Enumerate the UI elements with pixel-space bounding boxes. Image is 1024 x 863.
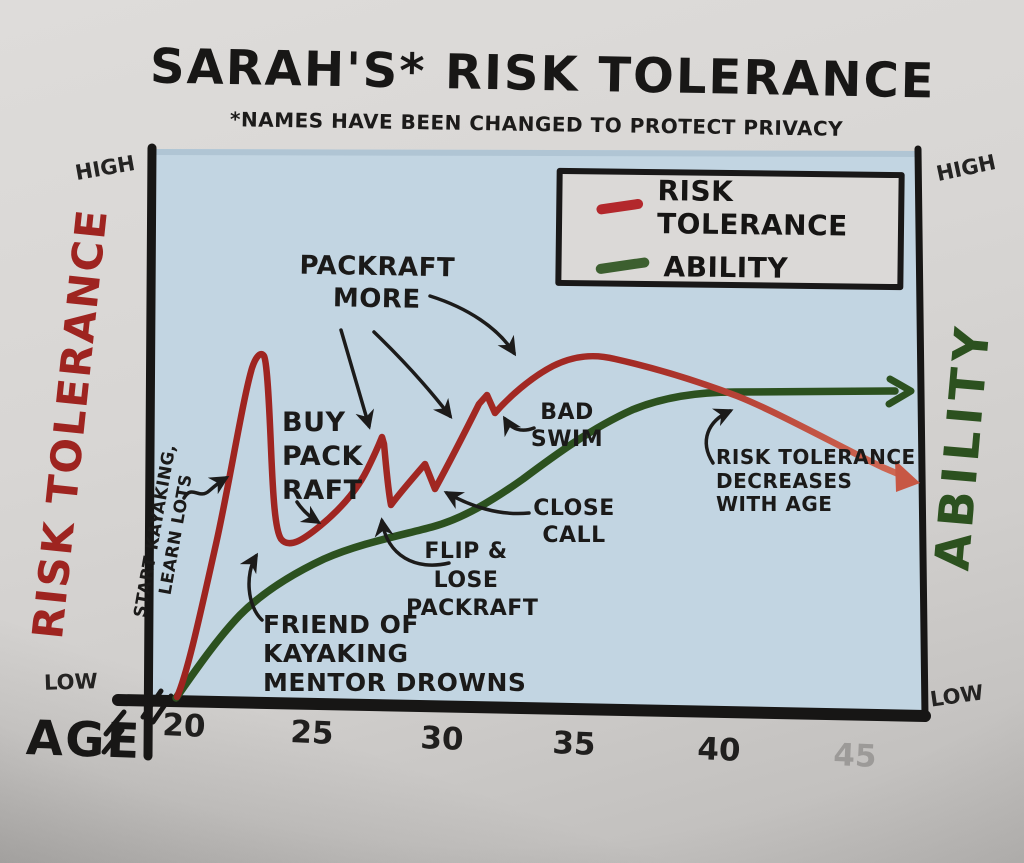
legend-label: RISK TOLERANCE — [656, 173, 848, 242]
left-low-label: LOW — [43, 669, 99, 695]
arrow-bad-swim — [503, 415, 536, 438]
arrow-packraft-more-2 — [372, 330, 453, 420]
plot-area — [150, 149, 924, 714]
x-axis-break-mark — [140, 688, 174, 725]
annotation-bad-swim: BAD SWIM — [530, 400, 604, 452]
arrow-risk-decreases — [704, 408, 734, 465]
x-tick-40: 40 — [696, 731, 742, 769]
x-tick-35: 35 — [551, 725, 597, 763]
plot-top-shade — [151, 149, 919, 157]
y-axis-left — [143, 143, 157, 761]
x-tick-25: 25 — [289, 714, 335, 752]
ability-line — [172, 387, 899, 702]
arrow-packraft-more-1 — [339, 328, 375, 430]
arrow-start-kayaking — [182, 476, 230, 500]
annotation-packraft-more: PACKRAFT MORE — [299, 250, 456, 315]
annotation-buy-packraft: BUY PACK RAFT — [282, 407, 363, 506]
arrow-packraft-more-3 — [428, 294, 517, 357]
legend-item-risk-tolerance: RISK TOLERANCE — [595, 173, 899, 243]
y-axis-break-mark — [101, 709, 127, 755]
x-tick-45: 45 — [832, 737, 878, 775]
x-tick-20: 20 — [161, 707, 207, 745]
arrow-friend-drowns — [239, 552, 264, 622]
x-axis-title: AGE — [25, 710, 143, 770]
risk-tolerance-line — [173, 350, 907, 701]
legend: RISK TOLERANCE ABILITY — [555, 167, 905, 291]
ability-swatch-icon — [595, 256, 650, 275]
annotation-flip-lose: FLIP & LOSE PACKRAFT — [406, 539, 539, 622]
ability-arrowhead — [885, 375, 915, 408]
annotation-arrows — [182, 294, 734, 622]
y-axis-right — [914, 145, 929, 720]
risk-tolerance-arrowhead — [895, 460, 920, 492]
annotation-risk-decreases: RISK TOLERANCE DECREASES WITH AGE — [716, 445, 916, 517]
legend-label: ABILITY — [663, 249, 789, 285]
arrow-flip-lose — [374, 517, 451, 567]
annotation-friend-drowns: FRIEND OF KAYAKING MENTOR DROWNS — [263, 610, 527, 697]
arrow-buy-packraft — [295, 500, 322, 525]
risk-tolerance-swatch-icon — [595, 197, 644, 215]
arrow-close-call — [443, 491, 531, 516]
legend-item-ability: ABILITY — [595, 249, 897, 286]
x-axis — [112, 694, 931, 722]
annotation-close-call: CLOSE CALL — [533, 496, 615, 548]
x-tick-30: 30 — [419, 720, 465, 758]
